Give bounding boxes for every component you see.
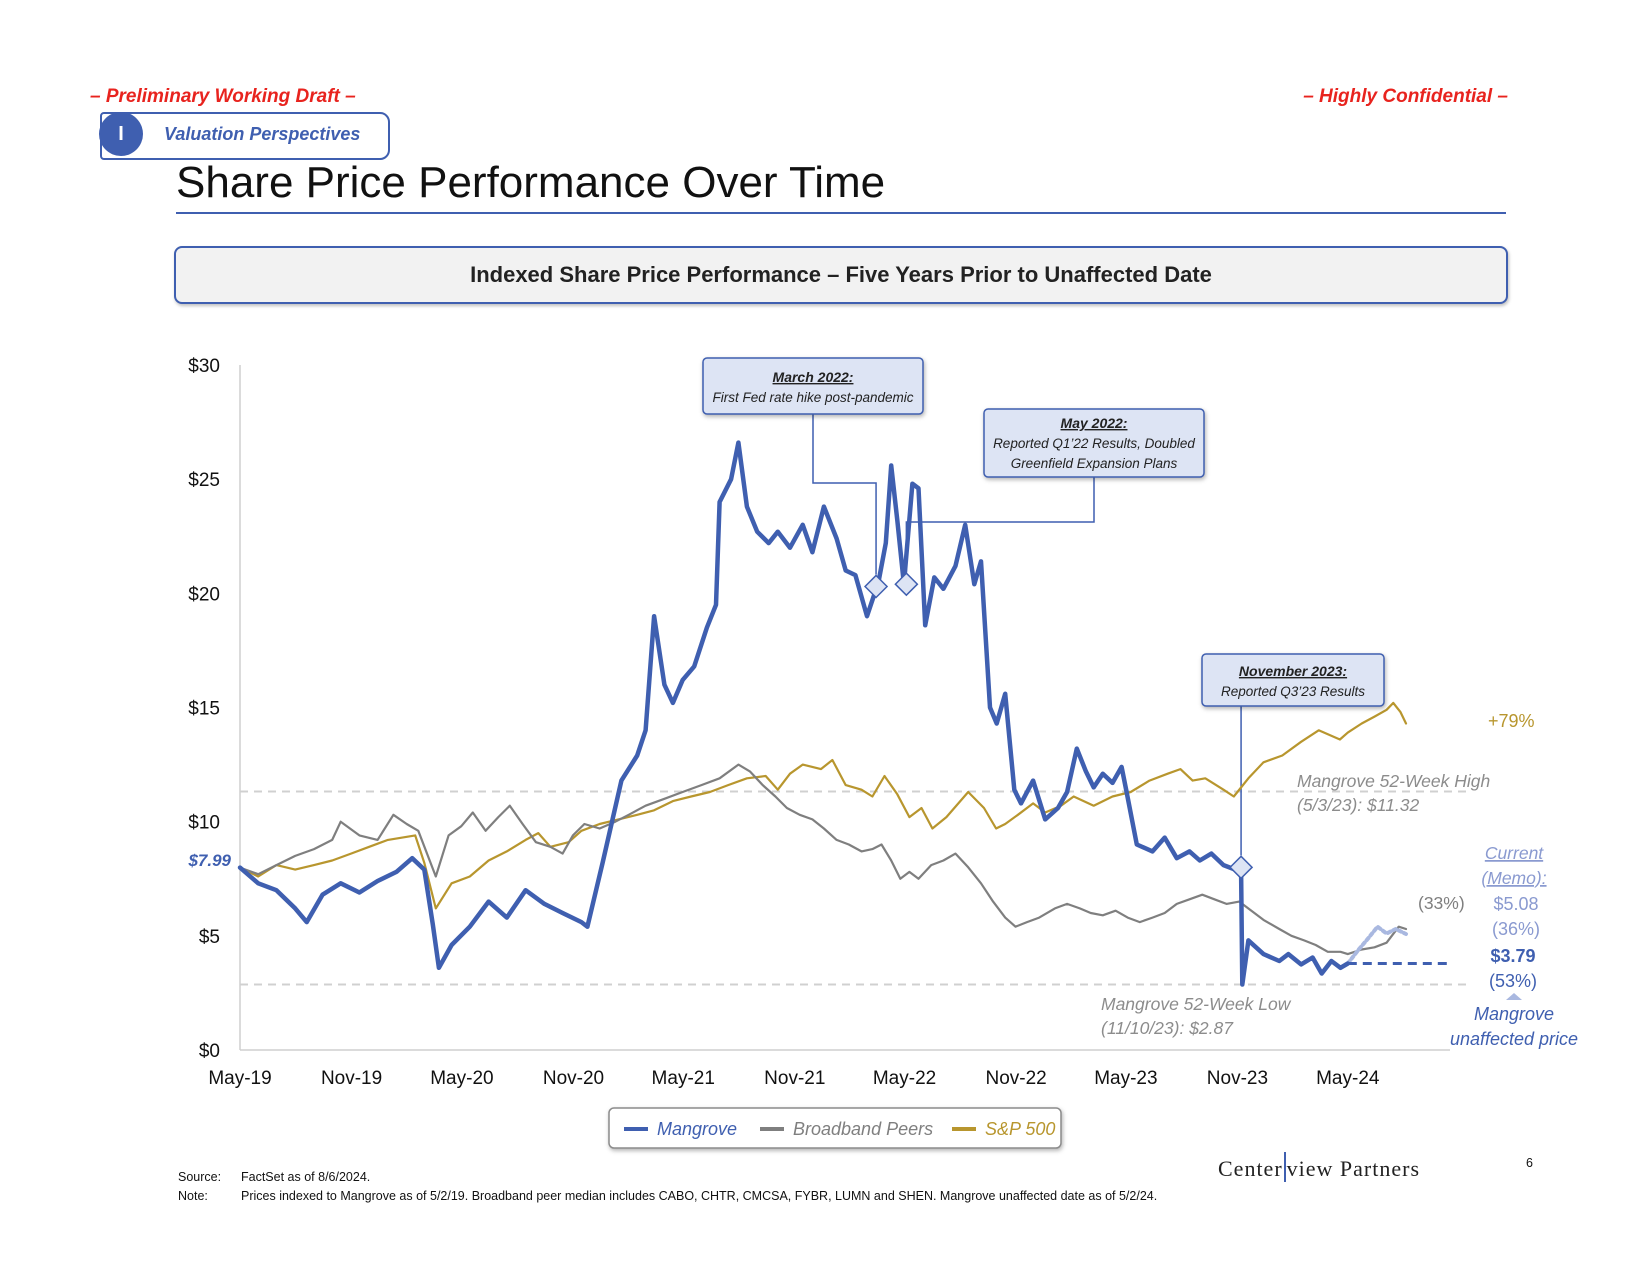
series-broadband-peers	[238, 763, 1408, 956]
callout-nov-line: Reported Q3’23 Results	[1221, 684, 1365, 699]
high-label-2: (5/3/23): $11.32	[1297, 795, 1420, 815]
low-label-2: (11/10/23): $2.87	[1101, 1018, 1234, 1038]
confidential-note: – Highly Confidential –	[1303, 86, 1508, 107]
callout-nov-2023: November 2023: Reported Q3’23 Results	[1201, 653, 1385, 707]
current-return-label: (36%)	[1492, 919, 1540, 939]
y-tick-label: $5	[199, 927, 220, 948]
legend: Mangrove Broadband Peers S&P 500	[608, 1107, 1062, 1149]
x-tick-label: Nov-22	[985, 1068, 1046, 1089]
y-tick-labels: $0 $5 $10 $15 $20 $25 $30	[188, 356, 220, 1062]
y-axis	[239, 365, 1450, 1051]
connector-may-2022	[905, 477, 1095, 573]
callout-may-2022: May 2022: Reported Q1’22 Results, Double…	[983, 408, 1205, 478]
low-label-1: Mangrove 52-Week Low	[1101, 994, 1292, 1014]
x-tick-label: May-24	[1316, 1068, 1380, 1089]
source-text: FactSet as of 8/6/2024.	[241, 1170, 371, 1184]
callout-march-line: First Fed rate hike post-pandemic	[712, 390, 913, 405]
x-tick-label: May-22	[873, 1068, 936, 1089]
section-label: Valuation Perspectives	[164, 124, 361, 144]
callout-may-line1: Reported Q1’22 Results, Doubled	[993, 436, 1195, 451]
x-tick-label: Nov-20	[543, 1068, 604, 1089]
unaffected-pointer-icon	[1506, 993, 1522, 1000]
logo-left: Center	[1218, 1156, 1283, 1181]
callout-march-heading: March 2022:	[773, 369, 854, 385]
callout-may-line2: Greenfield Expansion Plans	[1011, 456, 1178, 471]
callout-march-2022: March 2022: First Fed rate hike post-pan…	[702, 357, 924, 415]
x-tick-label: May-23	[1094, 1068, 1157, 1089]
event-marker	[1229, 855, 1254, 880]
section-number: I	[99, 112, 143, 156]
x-tick-label: May-20	[430, 1068, 493, 1089]
sp500-return-label: +79%	[1488, 711, 1535, 731]
series-sp500	[238, 701, 1408, 910]
title-rule	[176, 212, 1506, 214]
y-tick-label: $10	[188, 813, 220, 834]
note-label: Note:	[178, 1189, 208, 1203]
page-number: 6	[1526, 1156, 1533, 1170]
high-label-1: Mangrove 52-Week High	[1297, 771, 1490, 791]
unaffected-price-label: $3.79	[1490, 946, 1535, 966]
unaffected-return-label: (53%)	[1489, 971, 1537, 991]
event-marker	[894, 572, 919, 597]
connector-march-2022	[812, 414, 877, 575]
event-marker	[863, 574, 889, 599]
y-tick-label: $20	[188, 584, 220, 605]
legend-peers: Broadband Peers	[793, 1119, 933, 1139]
source-label: Source:	[178, 1170, 222, 1184]
y-tick-label: $15	[188, 699, 220, 720]
section-tab	[100, 112, 390, 160]
unaffected-label-2: unaffected price	[1450, 1029, 1578, 1049]
logo-divider	[1283, 1152, 1286, 1182]
note-text: Prices indexed to Mangrove as of 5/2/19.…	[241, 1189, 1158, 1203]
event-markers	[863, 572, 1254, 880]
x-tick-label: Nov-23	[1207, 1068, 1268, 1089]
current-label-1: Current	[1485, 843, 1544, 863]
series-mangrove-current	[1345, 924, 1408, 966]
page-title: Share Price Performance Over Time	[176, 158, 886, 207]
x-tick-label: May-19	[208, 1068, 271, 1089]
x-tick-label: Nov-19	[321, 1068, 382, 1089]
logo-right: view Partners	[1286, 1156, 1421, 1181]
start-value-label: $7.99	[187, 851, 231, 870]
legend-mangrove: Mangrove	[657, 1119, 737, 1139]
y-tick-label: $25	[188, 470, 220, 491]
callout-may-heading: May 2022:	[1061, 415, 1128, 431]
chart-banner: Indexed Share Price Performance – Five Y…	[174, 246, 1508, 304]
reference-lines	[240, 790, 1470, 986]
legend-sp500: S&P 500	[985, 1119, 1055, 1139]
unaffected-label-1: Mangrove	[1474, 1004, 1554, 1024]
callout-nov-heading: November 2023:	[1239, 663, 1347, 679]
series-lines	[237, 440, 1408, 987]
y-tick-label: $30	[188, 356, 220, 377]
current-label-2: (Memo):	[1481, 868, 1546, 888]
peers-return-label: (33%)	[1418, 893, 1465, 913]
current-price-label: $5.08	[1493, 894, 1538, 914]
x-tick-label: Nov-21	[764, 1068, 825, 1089]
x-tick-label: May-21	[652, 1068, 715, 1089]
draft-note: – Preliminary Working Draft –	[90, 86, 356, 107]
y-tick-label: $0	[199, 1041, 220, 1062]
x-tick-labels: May-19 Nov-19 May-20 Nov-20 May-21 Nov-21 May-…	[208, 1068, 1380, 1089]
centerview-logo: Center view Partners	[1218, 1152, 1420, 1182]
